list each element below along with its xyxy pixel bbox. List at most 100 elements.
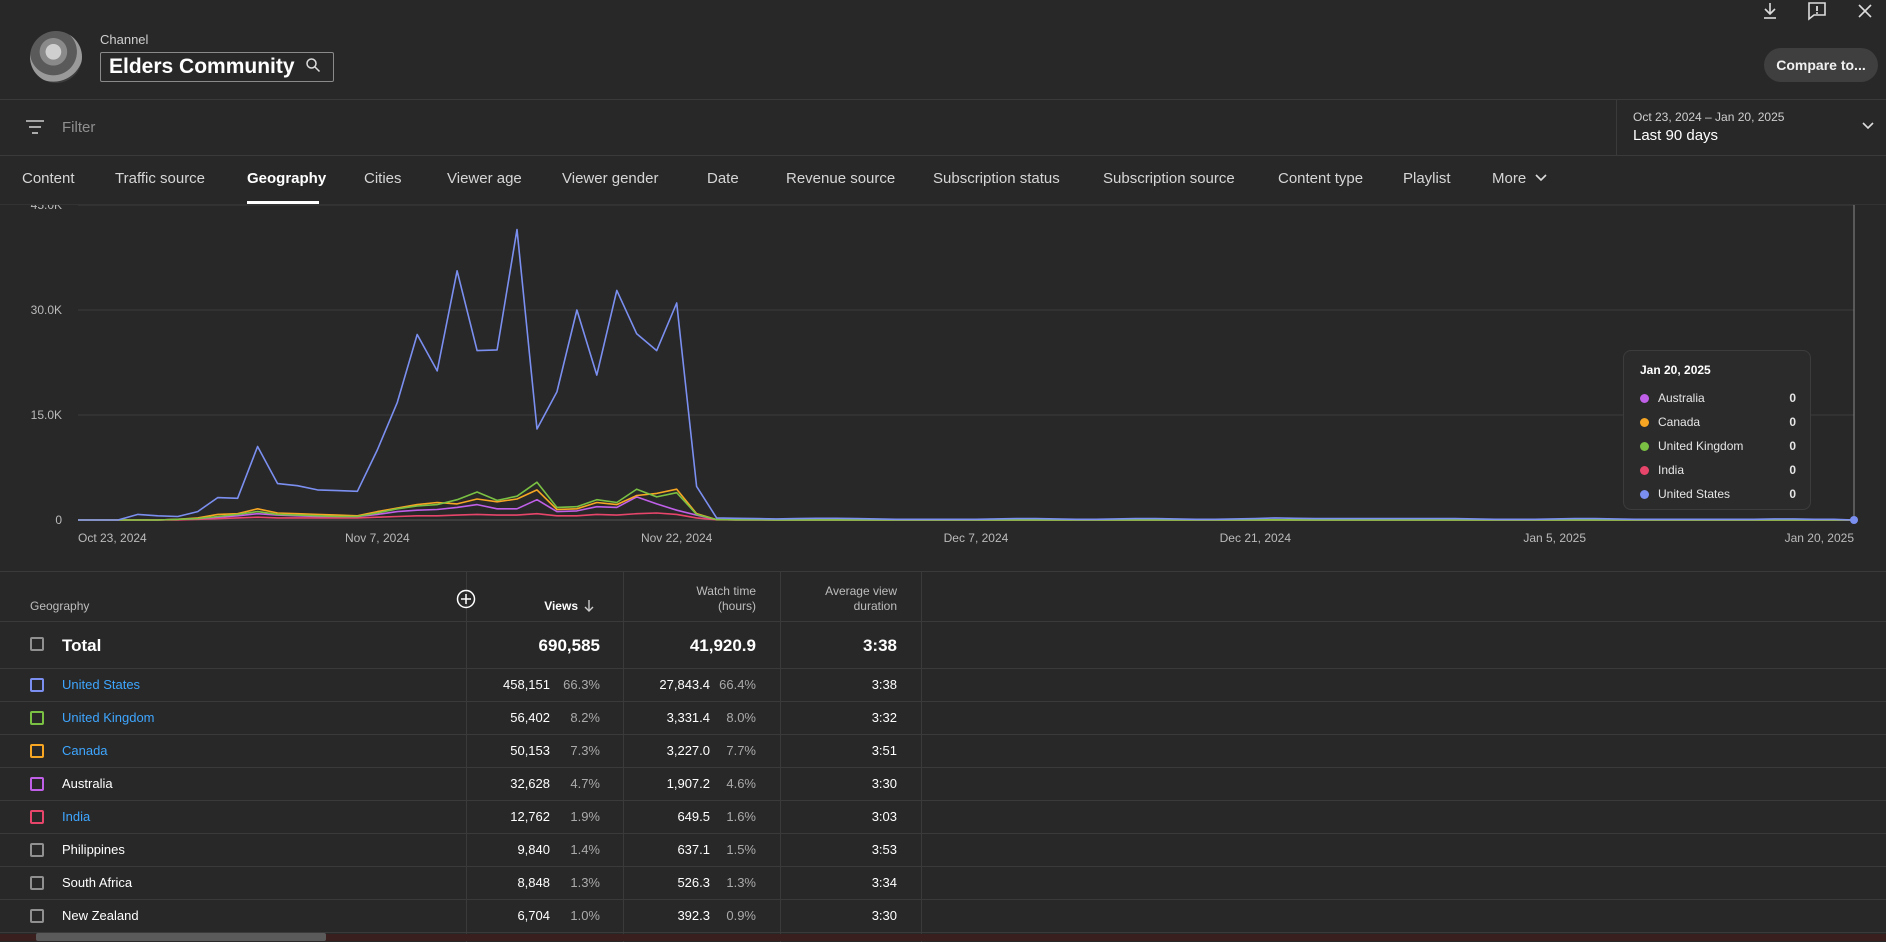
total-label: Total [62,636,102,655]
views-percent: 8.2% [570,710,600,725]
tab-subscription-status[interactable]: Subscription status [933,170,1060,187]
series-line-united-states [78,228,1855,521]
watch-time-percent: 1.3% [726,875,756,890]
tooltip-row-name: United Kingdom [1658,439,1744,453]
column-header-geography[interactable]: Geography [30,599,90,613]
tooltip-row: United Kingdom 0 [1640,437,1796,457]
watch-time-percent: 4.6% [726,776,756,791]
watch-time-value: 1,907.2 [666,776,710,791]
views-percent: 1.9% [570,809,600,824]
views-percent: 1.3% [570,875,600,890]
add-metric-icon[interactable] [456,589,476,614]
row-checkbox[interactable] [30,810,44,824]
series-dot-icon [1640,394,1649,403]
tooltip-row-name: India [1658,463,1685,477]
country-name[interactable]: United States [62,677,141,692]
header-line: Average view [825,584,897,598]
tab-content[interactable]: Content [22,170,75,187]
table-row: New Zealand 6,704 1.0% 392.3 0.9% 3:30 [0,900,1886,933]
channel-selector[interactable]: Elders Community [100,52,334,82]
table-header-row: Geography Views Watch time (hours) Avera… [0,572,1886,622]
watch-time-percent: 7.7% [726,743,756,758]
tab-viewer-age[interactable]: Viewer age [447,170,522,187]
watch-time-percent: 1.5% [726,842,756,857]
row-checkbox[interactable] [30,843,44,857]
views-value: 458,151 [503,677,550,692]
country-name[interactable]: United Kingdom [62,710,155,725]
geography-table: Geography Views Watch time (hours) Avera… [0,571,1886,942]
column-header-views[interactable]: Views [544,599,578,613]
y-tick-label: 45.0K [31,205,62,212]
series-line-canada [78,488,1855,521]
geography-chart[interactable]: 0 15.0K 30.0K 45.0K Oct 23, 2024 Nov 7, 2024 N… [0,198,1886,570]
avg-duration-value: 3:30 [871,776,897,791]
line-chart[interactable]: 0 15.0K 30.0K 45.0K Oct 23, 2024 Nov 7, 2024 N… [0,198,1886,570]
column-header-avg-duration[interactable]: Average view duration [796,584,897,614]
row-checkbox[interactable] [30,777,44,791]
tab-date[interactable]: Date [707,170,739,187]
column-divider [466,572,467,942]
series-dot-icon [1640,466,1649,475]
tooltip-row-value: 0 [1789,439,1796,453]
tab-traffic-source[interactable]: Traffic source [115,170,206,187]
column-header-watch-time[interactable]: Watch time (hours) [640,584,756,614]
watch-time-value: 27,843.4 [659,677,710,692]
close-icon[interactable] [1851,0,1879,22]
views-value: 6,704 [517,908,550,923]
tab-more[interactable]: More [1492,170,1548,187]
chevron-down-icon[interactable] [1861,119,1875,138]
sort-descending-icon[interactable] [583,599,595,618]
horizontal-scrollbar[interactable] [36,933,326,941]
country-name[interactable]: India [62,809,91,824]
tab-revenue-source[interactable]: Revenue source [786,170,896,187]
avg-duration-value: 3:30 [871,908,897,923]
y-tick-label: 15.0K [31,408,62,422]
tooltip-row: United States 0 [1640,485,1796,505]
tab-geography[interactable]: Geography [247,170,327,187]
avg-duration-value: 3:51 [871,743,897,758]
tooltip-row-name: Australia [1658,391,1705,405]
tooltip-row: India 0 [1640,461,1796,481]
row-checkbox[interactable] [30,876,44,890]
row-checkbox[interactable] [30,744,44,758]
avg-duration-value: 3:53 [871,842,897,857]
tab-content-type[interactable]: Content type [1278,170,1364,187]
tab-playlist[interactable]: Playlist [1403,170,1451,187]
x-tick-label: Jan 5, 2025 [1523,531,1586,545]
horizontal-scroll-track[interactable] [0,934,1886,941]
feedback-icon[interactable] [1803,0,1831,22]
search-icon[interactable] [305,57,321,78]
table-row: India 12,762 1.9% 649.5 1.6% 3:03 [0,801,1886,834]
country-name: New Zealand [62,908,139,923]
series-line-united-kingdom [78,481,1855,521]
table-row: South Africa 8,848 1.3% 526.3 1.3% 3:34 [0,867,1886,900]
date-range-text: Oct 23, 2024 – Jan 20, 2025 [1633,110,1785,124]
series-dot-icon [1640,418,1649,427]
row-checkbox[interactable] [30,909,44,923]
row-checkbox[interactable] [30,637,44,651]
compare-button[interactable]: Compare to... [1764,48,1878,82]
country-name[interactable]: Canada [62,743,108,758]
download-icon[interactable] [1756,0,1784,22]
tab-viewer-gender[interactable]: Viewer gender [562,170,659,187]
views-value: 9,840 [517,842,550,857]
views-value: 12,762 [510,809,550,824]
views-value: 32,628 [510,776,550,791]
filter-input[interactable]: Filter [62,119,96,136]
views-percent: 4.7% [570,776,600,791]
channel-avatar[interactable] [30,31,82,83]
watch-time-percent: 1.6% [726,809,756,824]
tab-subscription-source[interactable]: Subscription source [1103,170,1235,187]
table-row: Canada 50,153 7.3% 3,227.0 7.7% 3:51 [0,735,1886,768]
channel-label: Channel [100,32,149,47]
page-header: Channel Elders Community Compare to... [0,0,1886,100]
tab-cities[interactable]: Cities [364,170,402,187]
table-row: United Kingdom 56,402 8.2% 3,331.4 8.0% 3:32 [0,702,1886,735]
filter-icon[interactable] [25,119,45,140]
country-name: Philippines [62,842,125,857]
date-range-selector[interactable]: Oct 23, 2024 – Jan 20, 2025 Last 90 days [1616,100,1886,155]
header-line: (hours) [717,599,756,613]
tooltip-row-value: 0 [1789,487,1796,501]
row-checkbox[interactable] [30,711,44,725]
row-checkbox[interactable] [30,678,44,692]
